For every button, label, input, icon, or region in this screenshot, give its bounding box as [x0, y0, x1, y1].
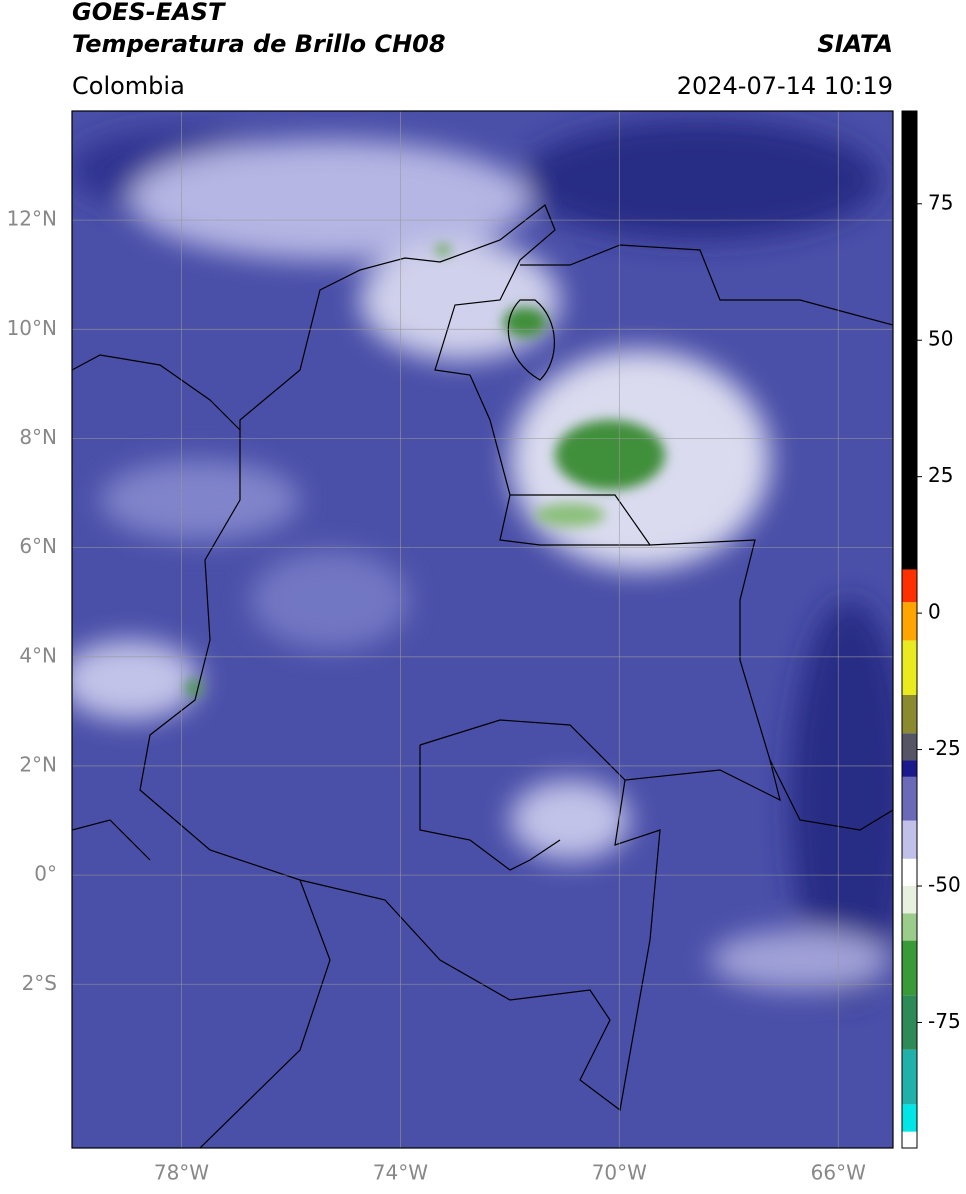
colorbar-tick-label: 50	[928, 327, 953, 351]
colorbar-band	[902, 1104, 917, 1132]
colorbar-tick-label: 25	[928, 463, 953, 487]
map-image	[72, 111, 893, 1148]
colorbar-band	[902, 858, 917, 887]
colorbar-band	[902, 569, 917, 603]
colorbar-frame	[901, 110, 918, 1149]
region: Colombia	[72, 72, 185, 100]
colorbar-band	[902, 940, 917, 996]
y-tick-label: 10°N	[7, 316, 57, 340]
colorbar-band	[902, 1131, 917, 1148]
colorbar-band	[902, 886, 917, 914]
colorbar-band	[902, 776, 917, 821]
colorbar-band	[902, 640, 917, 695]
x-tick-label: 70°W	[592, 1161, 647, 1185]
colorbar-band	[902, 111, 917, 570]
colorbar-band	[902, 1049, 917, 1105]
colorbar-tick-label: 0	[928, 600, 941, 624]
colorbar-band	[902, 913, 917, 941]
colorbar-tick-label: -50	[928, 873, 961, 897]
x-tick-label: 66°W	[811, 1161, 866, 1185]
colorbar-tick-label: -25	[928, 736, 961, 760]
x-tick-label: 78°W	[154, 1161, 209, 1185]
y-tick-label: 12°N	[7, 207, 57, 231]
subtitle: Temperatura de Brillo CH08	[72, 30, 446, 58]
x-tick-label: 74°W	[373, 1161, 428, 1185]
source: SIATA	[817, 30, 893, 58]
colorbar-tick-label: -75	[928, 1009, 961, 1033]
y-tick-label: 2°S	[22, 971, 57, 995]
colorbar-band	[902, 602, 917, 641]
colorbar-band	[902, 760, 917, 777]
y-tick-label: 8°N	[19, 425, 57, 449]
colorbar-band	[902, 995, 917, 1050]
y-tick-label: 6°N	[19, 534, 57, 558]
title: GOES-EAST	[72, 0, 226, 26]
colorbar-band	[902, 733, 917, 761]
y-tick-label: 0°	[34, 862, 57, 886]
y-tick-label: 2°N	[19, 752, 57, 776]
colorbar-band	[902, 694, 917, 734]
map-frame	[71, 110, 894, 1149]
colorbar-tick-label: 75	[928, 190, 953, 214]
datetime: 2024-07-14 10:19	[677, 72, 893, 100]
colorbar-band	[902, 820, 917, 859]
y-tick-label: 4°N	[19, 643, 57, 667]
